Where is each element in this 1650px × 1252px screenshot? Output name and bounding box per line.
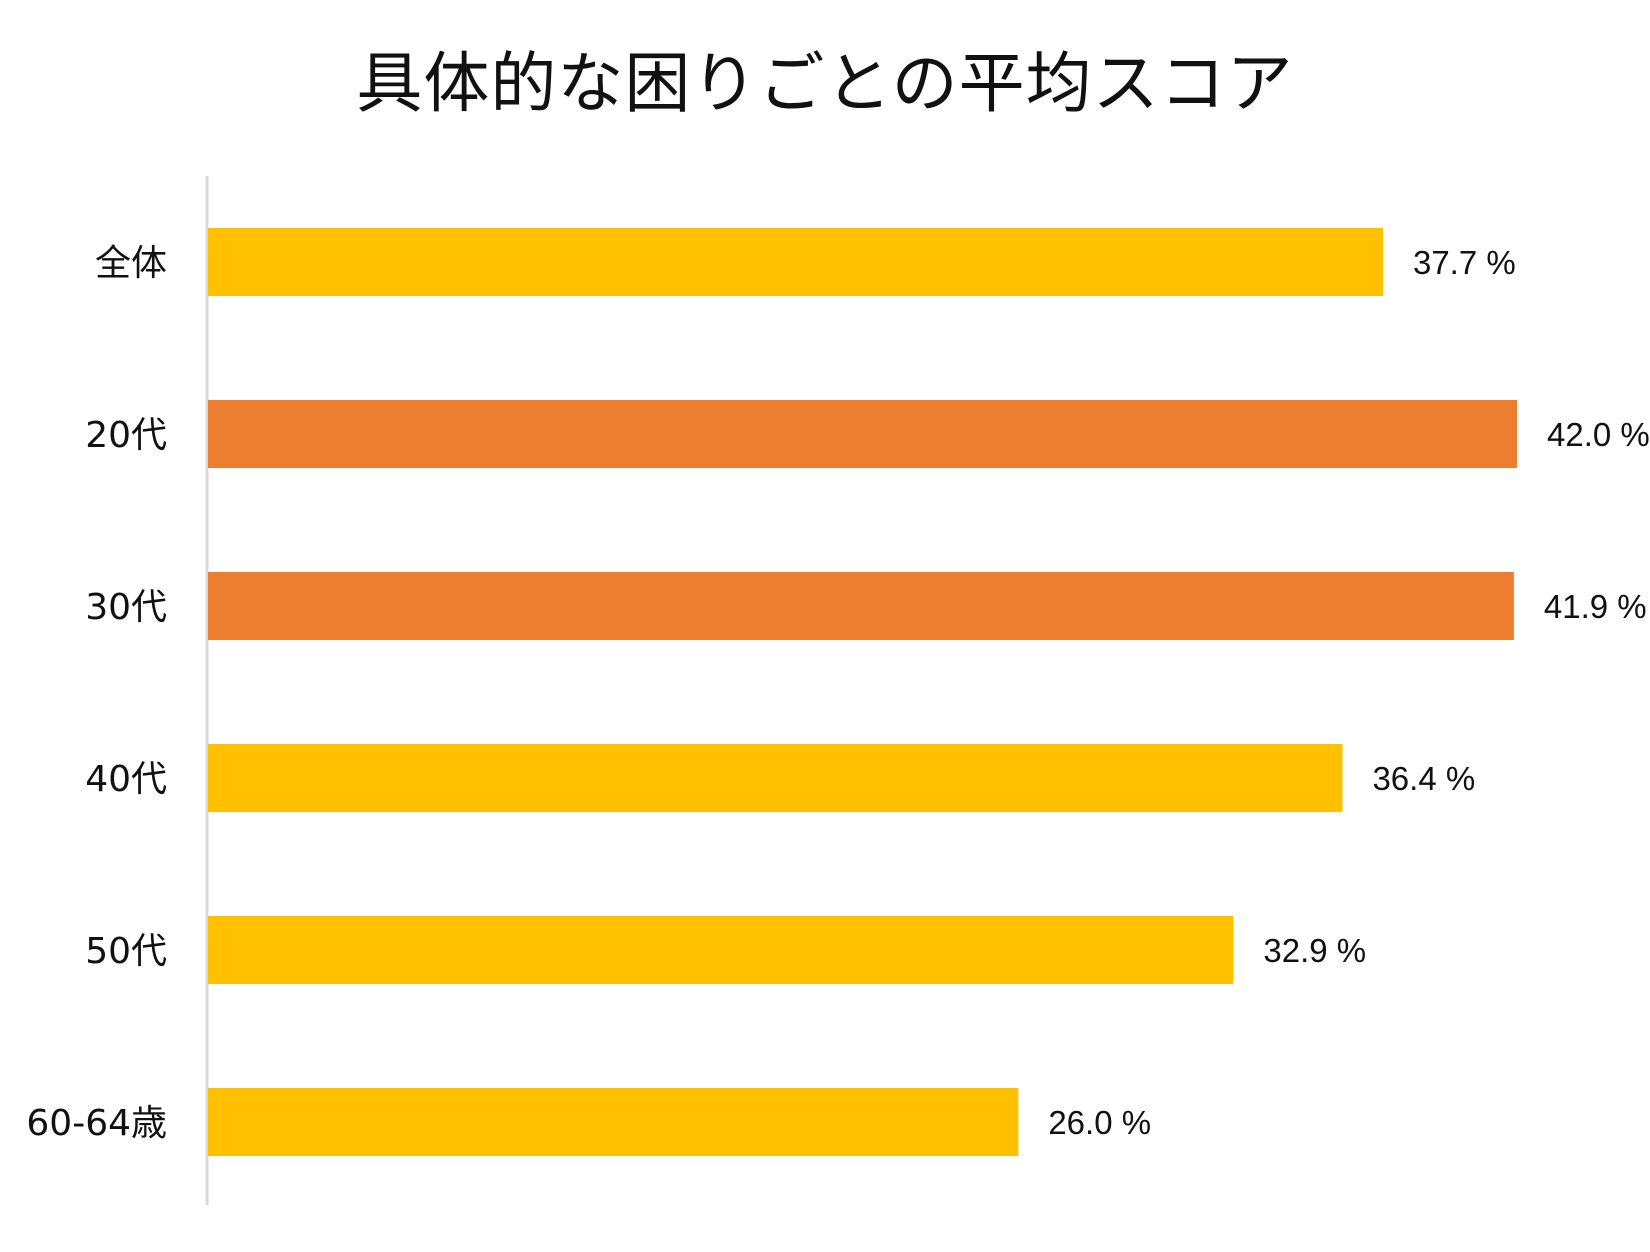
value-label-5: 26.0 % bbox=[1048, 1104, 1151, 1141]
value-label-0: 37.7 % bbox=[1413, 244, 1516, 281]
category-label-5: 60-64歳 bbox=[26, 1103, 167, 1144]
bar-2 bbox=[208, 572, 1514, 640]
bars-group bbox=[208, 228, 1517, 1156]
value-label-4: 32.9 % bbox=[1263, 932, 1366, 969]
category-label-2: 30代 bbox=[85, 587, 167, 628]
category-label-4: 50代 bbox=[85, 931, 167, 972]
chart-title: 具体的な困りごとの平均スコア bbox=[356, 45, 1294, 122]
category-label-3: 40代 bbox=[85, 759, 167, 800]
bar-0 bbox=[208, 228, 1383, 296]
bar-3 bbox=[208, 744, 1343, 812]
bar-5 bbox=[208, 1088, 1019, 1156]
bar-4 bbox=[208, 916, 1234, 984]
category-label-0: 全体 bbox=[95, 243, 167, 284]
value-label-2: 41.9 % bbox=[1544, 588, 1647, 625]
value-label-3: 36.4 % bbox=[1372, 760, 1475, 797]
category-label-1: 20代 bbox=[85, 415, 167, 456]
category-labels: 全体 20代 30代 40代 50代 60-64歳 bbox=[26, 243, 167, 1144]
value-label-1: 42.0 % bbox=[1547, 416, 1650, 453]
value-labels: 37.7 % 42.0 % 41.9 % 36.4 % 32.9 % 26.0 % bbox=[1048, 244, 1649, 1141]
bar-1 bbox=[208, 400, 1517, 468]
